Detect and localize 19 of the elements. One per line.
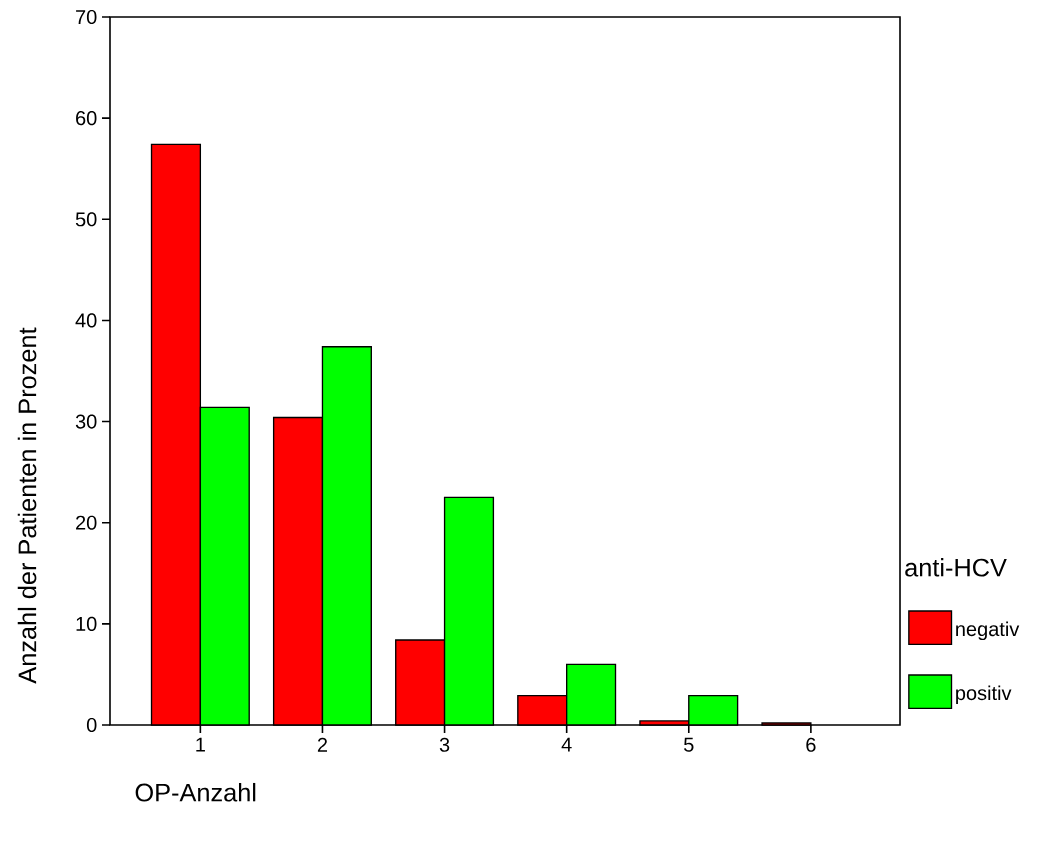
y-tick-label: 40 [75, 313, 97, 328]
y-tick-label: 0 [86, 717, 97, 733]
x-tick-label: 3 [439, 737, 450, 752]
y-tick-label: 70 [76, 9, 97, 25]
x-tick-label: 1 [196, 737, 205, 752]
y-tick-label: 60 [76, 111, 97, 126]
y-tick-label: 50 [75, 212, 97, 227]
x-tick-label: 4 [561, 737, 572, 752]
y-tick-label: 30 [75, 414, 97, 429]
x-axis-title: OP-Anzahl [135, 782, 256, 802]
y-axis-title: Anzahl der Patienten in Prozent [17, 327, 37, 684]
y-tick-label: 10 [76, 616, 97, 631]
legend-title: anti-HCV [905, 558, 1007, 577]
x-tick-label: 6 [806, 737, 816, 752]
legend-label: positiv [956, 685, 1012, 705]
y-tick-label: 20 [76, 515, 97, 530]
x-tick-label: 5 [684, 737, 694, 752]
legend-label: negativ [956, 621, 1020, 641]
x-tick-label: 2 [317, 737, 328, 752]
